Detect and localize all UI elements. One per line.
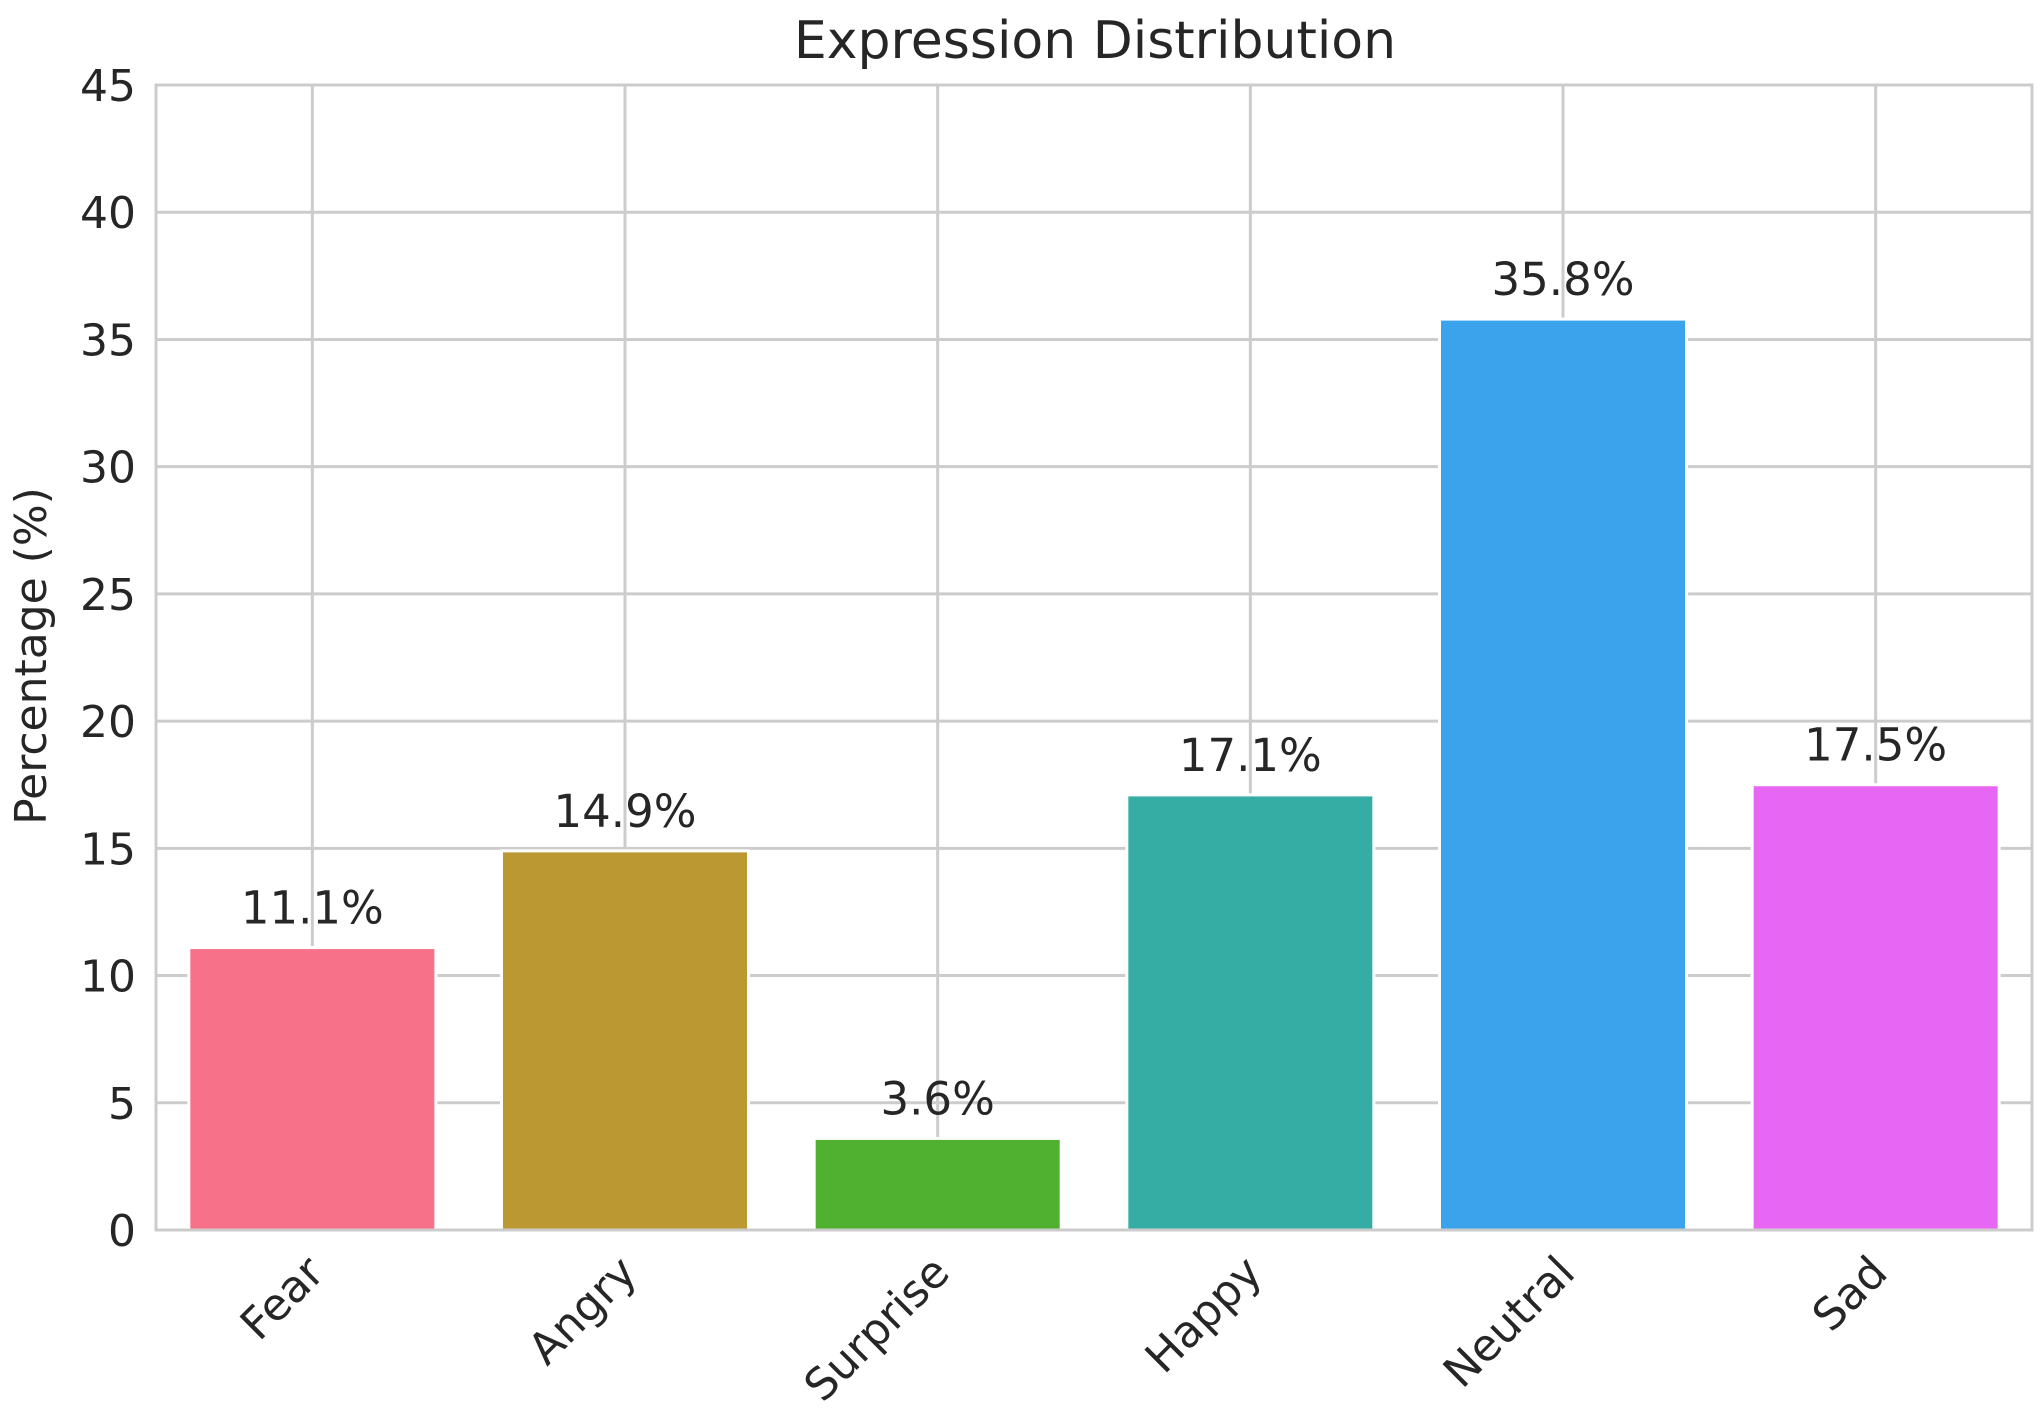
y-tick-label: 25 — [80, 570, 136, 621]
y-tick-label: 30 — [80, 443, 136, 494]
bar-neutral — [1437, 317, 1689, 1232]
x-tick-label: Sad — [1803, 1247, 1898, 1342]
chart-title: Expression Distribution — [794, 11, 1396, 71]
y-tick-label: 0 — [108, 1206, 136, 1257]
y-tick-label: 20 — [80, 697, 136, 748]
y-tick-label: 5 — [108, 1079, 136, 1130]
bar-value-label: 35.8% — [1492, 253, 1635, 306]
bar-value-label: 17.5% — [1804, 719, 1947, 772]
x-tick-label: Happy — [1136, 1247, 1272, 1383]
y-tick-label: 15 — [80, 824, 136, 875]
grid — [156, 83, 2032, 1232]
x-tick-label: Neutral — [1434, 1247, 1585, 1398]
y-tick-label: 40 — [80, 188, 136, 239]
y-axis-label: Percentage (%) — [6, 487, 57, 825]
x-tick-label: Fear — [231, 1246, 335, 1350]
bar-happy — [1125, 793, 1376, 1232]
plot-frame — [154, 83, 2034, 1232]
bar-fear — [187, 946, 438, 1232]
bar-sad — [1750, 783, 2001, 1232]
bars — [187, 317, 2001, 1232]
x-tick-labels: Fear Angry Surprise Happy Neutral Sad — [231, 1246, 1898, 1412]
bar-value-label: 3.6% — [881, 1072, 995, 1125]
bar-value-label: 11.1% — [241, 882, 384, 935]
bar-angry — [499, 849, 751, 1232]
bar-value-labels: 11.1% 14.9% 3.6% 17.1% 35.8% 17.5% — [241, 253, 1947, 1125]
y-tick-label: 45 — [80, 61, 136, 112]
bar-surprise — [812, 1136, 1063, 1232]
y-tick-label: 35 — [80, 315, 136, 366]
y-tick-label: 10 — [80, 952, 136, 1003]
x-tick-label: Surprise — [795, 1247, 960, 1412]
x-tick-label: Angry — [519, 1247, 647, 1375]
y-tick-labels: 0 5 10 15 20 25 30 35 40 45 — [80, 61, 136, 1257]
bar-value-label: 17.1% — [1179, 729, 1322, 782]
bar-value-label: 14.9% — [554, 785, 697, 838]
